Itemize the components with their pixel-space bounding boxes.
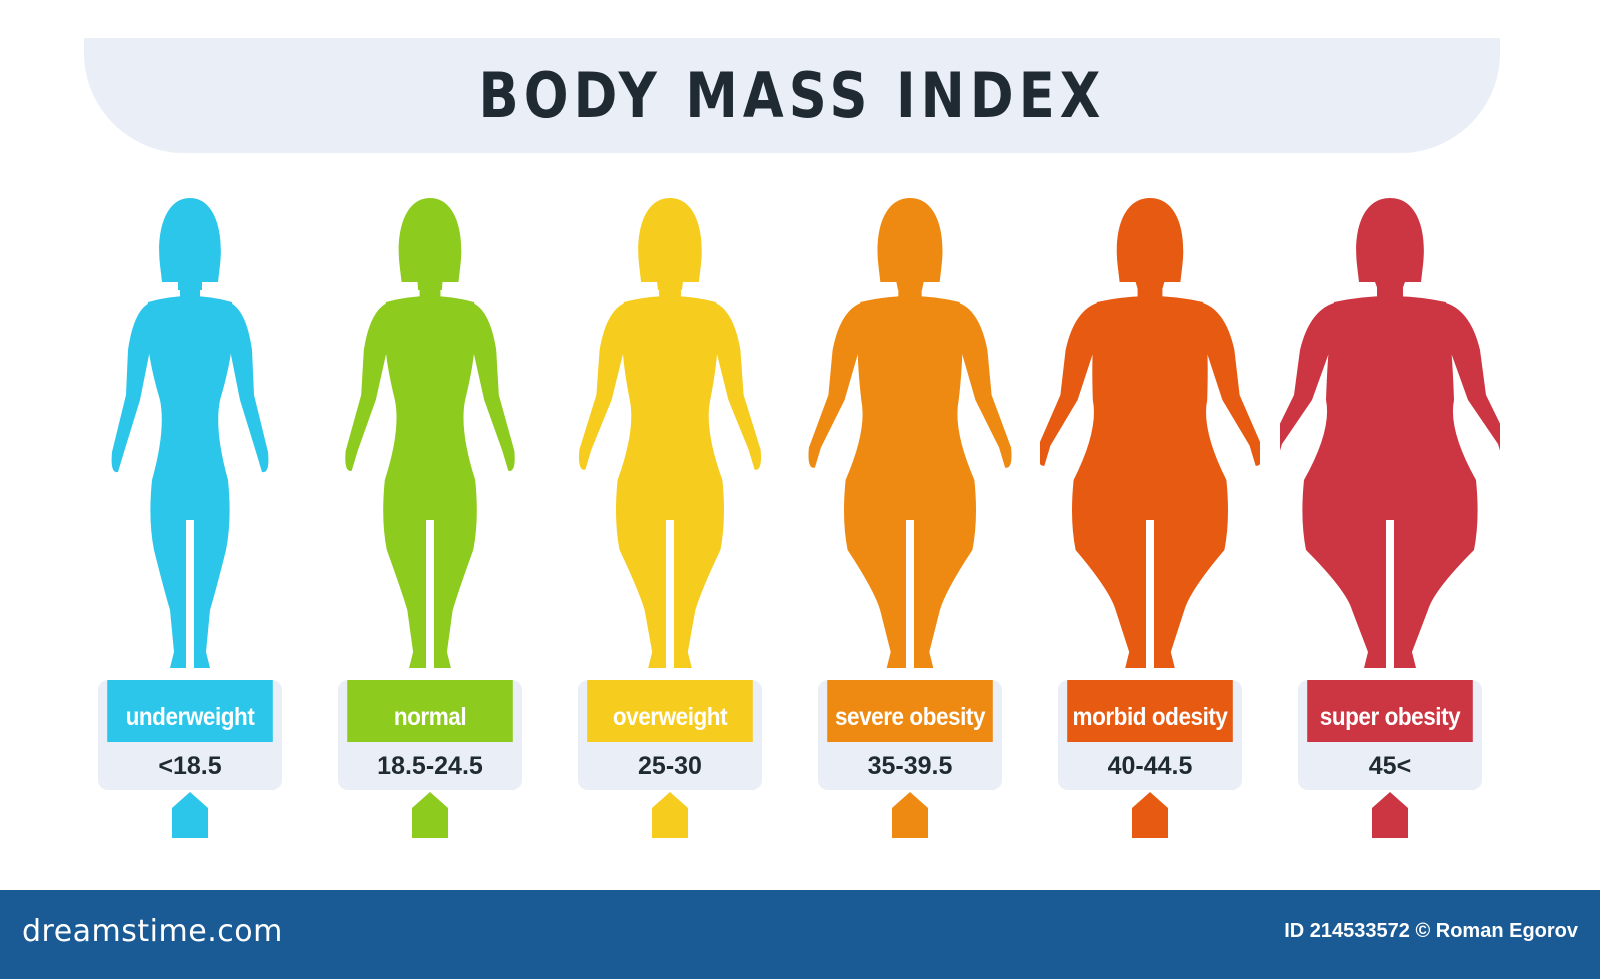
bmi-label-card: underweight <18.5 (98, 680, 282, 790)
bmi-category: morbid odesity 40-44.5 (1040, 190, 1260, 840)
category-label: morbid odesity (1067, 680, 1233, 742)
category-label: super obesity (1307, 680, 1473, 742)
title-banner: BODY MASS INDEX (84, 38, 1500, 153)
category-label: overweight (587, 680, 753, 742)
arrow-up-icon (172, 792, 208, 838)
bmi-label-card: overweight 25-30 (578, 680, 762, 790)
woman-silhouette-icon (345, 198, 515, 668)
bmi-figures: underweight <18.5 normal 18.5-24.5 overweigh… (0, 190, 1600, 840)
bmi-label-card: morbid odesity 40-44.5 (1058, 680, 1242, 790)
bmi-range-value: 35-39.5 (867, 751, 953, 780)
bmi-range-value: 45< (1368, 751, 1412, 780)
category-label: underweight (107, 680, 273, 742)
woman-silhouette-icon (1040, 198, 1260, 668)
woman-silhouette-icon (111, 198, 269, 668)
category-label: severe obesity (827, 680, 993, 742)
footer-bar: dreamstime.com ID 214533572 © Roman Egor… (0, 890, 1600, 979)
arrow-up-icon (412, 792, 448, 838)
bmi-category: severe obesity 35-39.5 (808, 190, 1012, 840)
bmi-range-value: <18.5 (158, 751, 222, 780)
bmi-range-value: 18.5-24.5 (377, 751, 483, 780)
arrow-up-icon (652, 792, 688, 838)
bmi-label-card: normal 18.5-24.5 (338, 680, 522, 790)
bmi-category: overweight 25-30 (570, 190, 770, 840)
woman-silhouette-icon (808, 198, 1012, 668)
woman-silhouette-icon (1280, 198, 1500, 668)
footer-credit: ID 214533572 © Roman Egorov (1284, 920, 1578, 942)
bmi-range-value: 25-30 (638, 751, 702, 780)
arrow-up-icon (1372, 792, 1408, 838)
page-title: BODY MASS INDEX (478, 59, 1106, 132)
bmi-category: super obesity 45< (1280, 190, 1500, 840)
bmi-category: normal 18.5-24.5 (330, 190, 530, 840)
bmi-range-value: 40-44.5 (1107, 751, 1193, 780)
arrow-up-icon (892, 792, 928, 838)
bmi-label-card: severe obesity 35-39.5 (818, 680, 1002, 790)
arrow-up-icon (1132, 792, 1168, 838)
category-label: normal (347, 680, 513, 742)
bmi-label-card: super obesity 45< (1298, 680, 1482, 790)
woman-silhouette-icon (579, 198, 761, 668)
footer-brand: dreamstime.com (22, 914, 283, 949)
bmi-category: underweight <18.5 (90, 190, 290, 840)
